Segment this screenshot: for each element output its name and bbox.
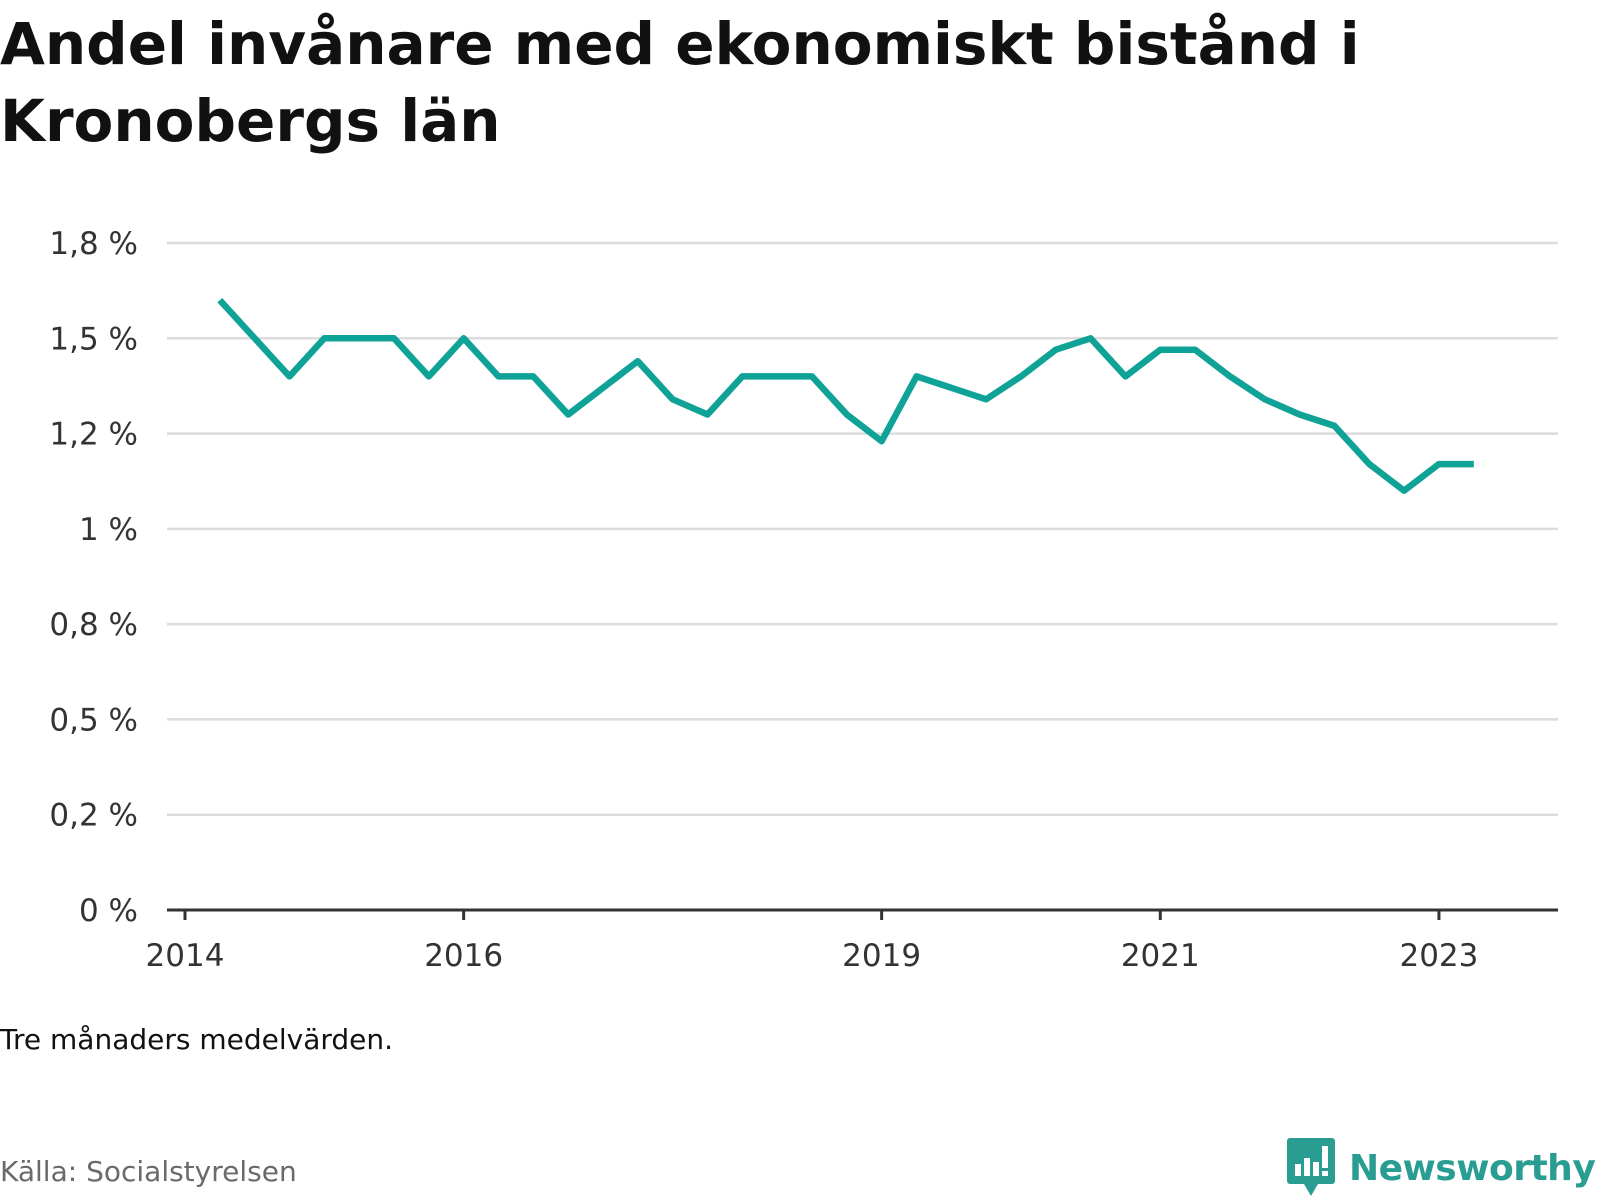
brand-name: Newsworthy	[1349, 1147, 1596, 1189]
y-axis-labels: 0 % 0,2 % 0,5 % 0,8 % 1 % 1,2 % 1,5 % 1,8 %	[49, 226, 138, 929]
y-tick-label: 0,5 %	[49, 702, 138, 738]
gridlines	[167, 241, 1558, 816]
newsworthy-chart-bubble-icon	[1287, 1138, 1335, 1196]
x-axis-ticks: 2014 2016 2019 2021 2023	[146, 910, 1478, 974]
x-tick-label: 2019	[842, 938, 921, 974]
y-tick-label: 1,2 %	[49, 417, 138, 453]
x-tick-label: 2021	[1121, 938, 1200, 974]
brand-logo[interactable]: Newsworthy	[1287, 1138, 1596, 1198]
chart-note: Tre månaders medelvärden.	[0, 1023, 394, 1056]
source-text: Källa: Socialstyrelsen	[0, 1155, 297, 1188]
x-tick-label: 2023	[1399, 938, 1478, 974]
y-tick-label: 1 %	[79, 512, 138, 548]
x-tick-label: 2014	[146, 938, 225, 974]
y-tick-label: 1,8 %	[49, 226, 138, 262]
y-tick-label: 0,2 %	[49, 798, 138, 834]
series-line	[217, 298, 1474, 494]
y-tick-label: 0 %	[79, 893, 138, 929]
x-tick-label: 2016	[424, 938, 503, 974]
y-tick-label: 0,8 %	[49, 607, 138, 643]
chart-title: Andel invånare med ekonomiskt bistånd i …	[0, 10, 1360, 155]
y-tick-label: 1,5 %	[49, 321, 138, 357]
